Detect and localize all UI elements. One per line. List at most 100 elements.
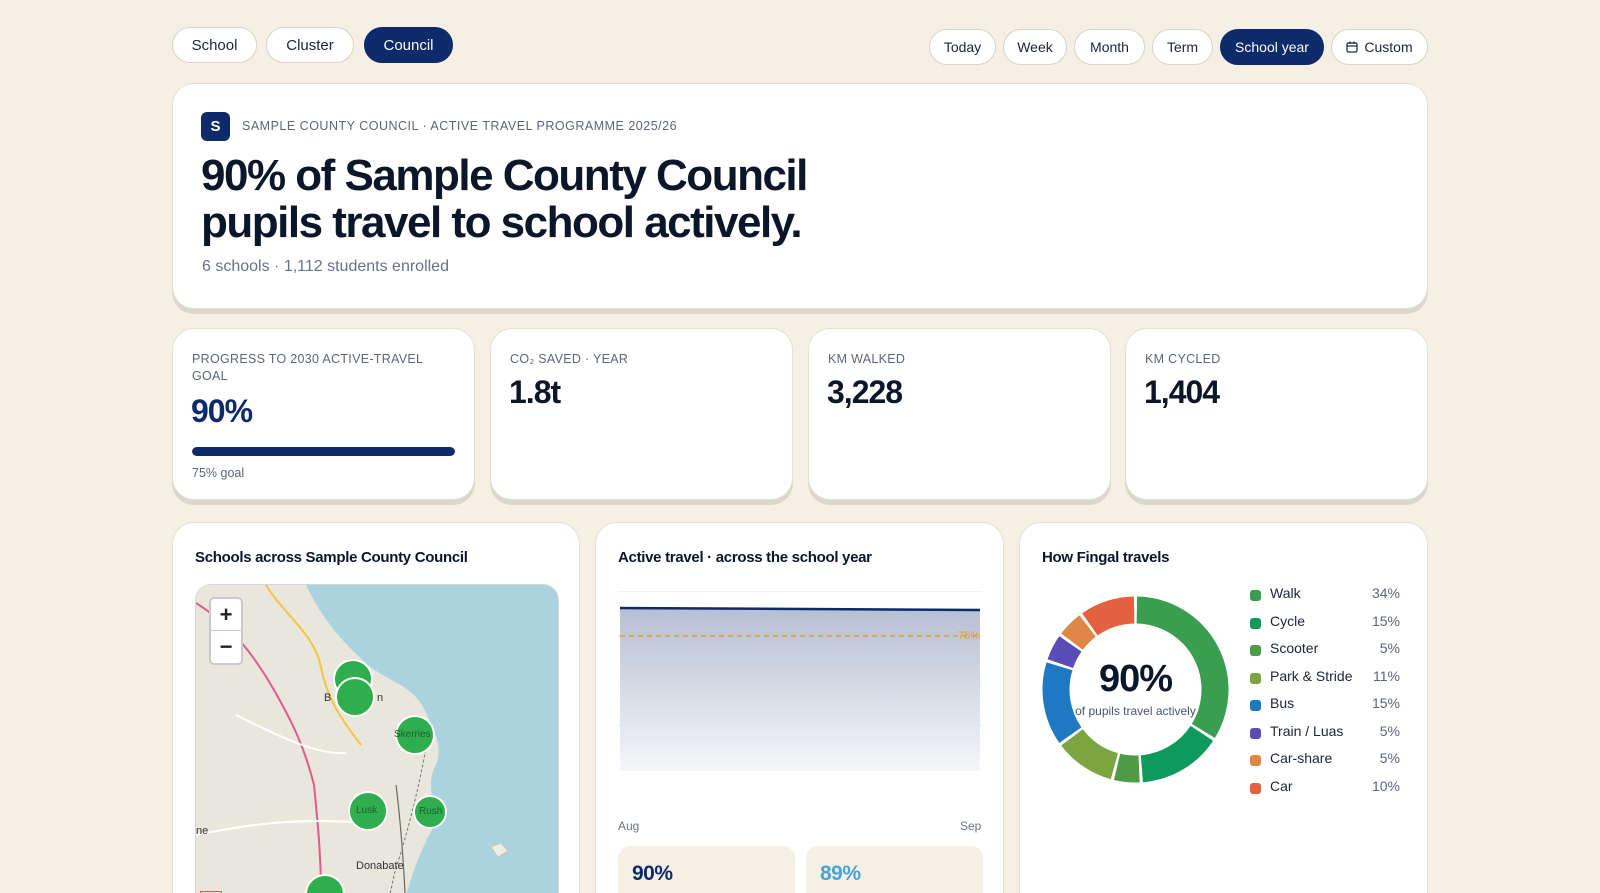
- donut-slice-car-share: [1061, 615, 1096, 650]
- legend-item: Bus 15%: [1250, 695, 1400, 723]
- legend-swatch: [1250, 727, 1261, 739]
- map-marker[interactable]: [413, 795, 447, 829]
- kpi-progress-value: 90%: [191, 393, 253, 429]
- kpi-cycled-card: KM CYCLED 1,404: [1125, 328, 1428, 500]
- goal-line-label: 75%: [958, 630, 981, 642]
- kpi-co2-label: CO₂ SAVED · YEAR: [510, 352, 629, 366]
- map-panel: Schools across Sample County Council B n…: [172, 522, 580, 893]
- period-term[interactable]: Term: [1152, 29, 1213, 65]
- map-label: Rush: [419, 806, 443, 817]
- schools-map[interactable]: B n Skerries Lusk Rush ne Donabate M2 + …: [195, 584, 559, 893]
- legend-label: Bus: [1270, 695, 1295, 711]
- donut-slice-scooter: [1113, 753, 1140, 783]
- period-custom[interactable]: Custom: [1331, 29, 1428, 65]
- legend-value: 11%: [1373, 667, 1400, 684]
- period-month[interactable]: Month: [1074, 29, 1145, 65]
- trend-panel-title: Active travel · across the school year: [618, 549, 872, 566]
- legend-label: Car: [1270, 777, 1293, 794]
- map-marker[interactable]: [305, 874, 345, 893]
- trend-line: [619, 606, 981, 612]
- trend-area: [620, 608, 980, 771]
- hero-subtitle: 6 schools · 1,112 students enrolled: [202, 258, 449, 275]
- kpi-cycled-value: 1,404: [1144, 374, 1220, 410]
- zoom-control: + −: [209, 597, 243, 665]
- travel-mode-donut: [1042, 596, 1229, 783]
- hero-card: S SAMPLE COUNTY COUNCIL · ACTIVE TRAVEL …: [172, 83, 1428, 309]
- map-marker[interactable]: [348, 791, 388, 831]
- mode-legend: Walk 34% Cycle 15% Scooter 5% Park & Stride 11%…: [1250, 585, 1400, 805]
- legend-label: Park & Stride: [1270, 667, 1353, 684]
- legend-swatch: [1250, 645, 1261, 656]
- zoom-out-button[interactable]: −: [219, 634, 233, 659]
- legend-value: 5%: [1379, 750, 1400, 766]
- legend-item: Car 10%: [1250, 778, 1400, 806]
- legend-value: 10%: [1371, 777, 1400, 794]
- donut-center-caption: of pupils travel actively: [1075, 704, 1196, 718]
- tab-school[interactable]: School: [172, 27, 257, 63]
- legend-value: 5%: [1379, 722, 1400, 739]
- previous-stat-value: 89%: [820, 862, 861, 885]
- legend-label: Walk: [1270, 585, 1301, 601]
- legend-item: Park & Stride 11%: [1250, 668, 1400, 696]
- kpi-walked-card: KM WALKED 3,228: [808, 328, 1111, 500]
- donut-center-value: 90%: [1098, 658, 1173, 700]
- legend-swatch: [1250, 700, 1261, 711]
- progress-bar: [192, 447, 455, 456]
- legend-swatch: [1250, 782, 1261, 794]
- calendar-icon: [1346, 41, 1358, 53]
- map-label: n: [377, 692, 384, 704]
- legend-label: Car-share: [1270, 750, 1333, 766]
- x-axis-start-label: Aug: [618, 819, 640, 833]
- legend-swatch: [1250, 617, 1261, 629]
- legend-label: Cycle: [1270, 612, 1306, 629]
- map-marker[interactable]: [335, 677, 375, 717]
- period-today[interactable]: Today: [929, 29, 996, 65]
- legend-swatch: [1250, 755, 1261, 766]
- donut-slice-cycle: [1140, 725, 1214, 783]
- map-label: Skerries: [394, 729, 431, 740]
- donut-slice-train-luas: [1047, 636, 1082, 669]
- previous-stat-box: 89%: [806, 846, 983, 893]
- kpi-cycled-label: KM CYCLED: [1145, 352, 1221, 366]
- tab-council[interactable]: Council: [364, 27, 453, 63]
- period-school-year[interactable]: School year: [1220, 29, 1324, 65]
- kpi-progress-card: PROGRESS TO 2030 ACTIVE-TRAVEL GOAL 90% …: [172, 328, 475, 500]
- kpi-progress-label: PROGRESS TO 2030 ACTIVE-TRAVEL GOAL: [192, 352, 423, 383]
- trend-panel: Active travel · across the school year 7…: [595, 522, 1004, 893]
- donut-slice-park-stride: [1061, 729, 1118, 780]
- hero-eyebrow: SAMPLE COUNTY COUNCIL · ACTIVE TRAVEL PR…: [242, 119, 678, 133]
- legend-value: 5%: [1379, 640, 1400, 656]
- period-week[interactable]: Week: [1003, 29, 1067, 65]
- map-label: Lusk: [356, 805, 378, 816]
- map-marker[interactable]: [395, 715, 435, 755]
- kpi-progress-goal: 75% goal: [192, 466, 245, 480]
- map-label: B: [324, 692, 332, 704]
- kpi-co2-value: 1.8t: [509, 374, 561, 410]
- donut-slice-bus: [1042, 662, 1082, 743]
- mode-panel-title: How Fingal travels: [1042, 549, 1170, 566]
- hero-title: 90% of Sample County Council pupils trav…: [201, 151, 808, 247]
- legend-label: Scooter: [1270, 640, 1319, 656]
- legend-swatch: [1250, 672, 1261, 684]
- kpi-walked-label: KM WALKED: [828, 352, 906, 366]
- legend-item: Train / Luas 5%: [1250, 723, 1400, 751]
- legend-value: 15%: [1371, 695, 1400, 711]
- trend-chart: [618, 591, 982, 771]
- donut-slice-car: [1082, 596, 1135, 636]
- council-badge: S: [201, 112, 230, 141]
- legend-item: Walk 34%: [1250, 585, 1400, 613]
- legend-item: Car-share 5%: [1250, 750, 1400, 778]
- kpi-co2-card: CO₂ SAVED · YEAR 1.8t: [490, 328, 793, 500]
- mode-panel: How Fingal travels 90% of pupils travel …: [1019, 522, 1428, 893]
- current-stat-box: 90%: [618, 846, 795, 893]
- tab-cluster[interactable]: Cluster: [266, 27, 354, 63]
- legend-item: Scooter 5%: [1250, 640, 1400, 668]
- current-stat-value: 90%: [632, 862, 673, 885]
- map-panel-title: Schools across Sample County Council: [195, 549, 468, 566]
- legend-label: Train / Luas: [1270, 722, 1344, 739]
- legend-value: 15%: [1371, 612, 1400, 629]
- map-label: ne: [196, 825, 209, 837]
- zoom-in-button[interactable]: +: [211, 599, 241, 631]
- progress-fill: [192, 447, 455, 456]
- legend-value: 34%: [1371, 585, 1400, 601]
